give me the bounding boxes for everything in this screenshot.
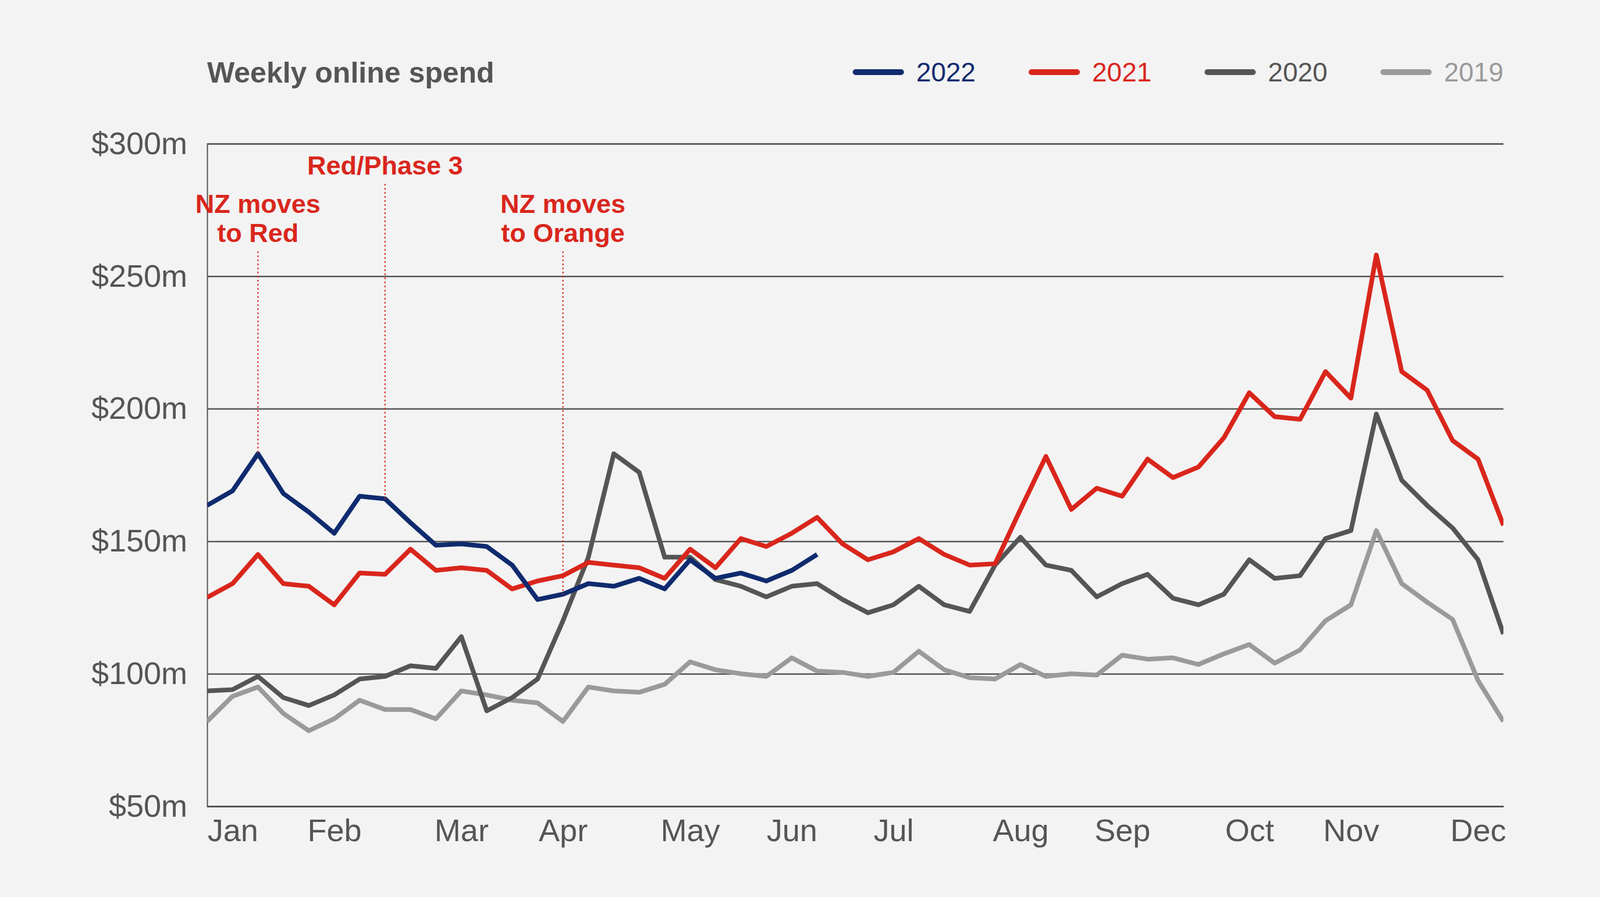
y-tick-label: $150m [91,523,188,558]
x-tick-label: Aug [992,812,1049,848]
annotation-text: to Red [217,218,299,248]
x-tick-label: Feb [307,812,362,848]
y-axis: $50m $100m $150m $200m $250m $300m [91,125,1504,824]
series-line [207,254,1504,605]
y-tick-label: $200m [91,390,188,426]
x-tick-label: Jun [766,812,818,848]
legend-swatch [1031,69,1077,76]
grid-line [207,143,1504,145]
x-tick: Nov [1323,806,1379,848]
x-tick-label: Mar [434,812,489,848]
x-tick-label: Oct [1225,812,1275,848]
y-tick-label: $300m [91,125,188,161]
x-tick-label: Jul [873,812,915,848]
legend-swatch [1207,69,1253,76]
annotations: NZ movesto RedRed/Phase 3NZ movesto Oran… [195,150,626,595]
x-tick: Feb [307,806,362,848]
series-line [207,414,1504,711]
x-tick: Jan [207,806,259,848]
x-axis: Jan Feb Mar Apr May Jun Jul Aug Sep Oct Nov Dec [207,806,1507,848]
x-tick-label: Apr [538,812,588,848]
legend-label: 2021 [1092,57,1152,88]
x-tick-label: May [660,812,721,848]
x-tick: Apr [538,806,588,848]
x-tick-label: Dec [1450,812,1507,848]
legend-label: 2020 [1267,57,1328,88]
legend: 2019 2020 2021 2022 [855,57,1504,88]
legend-label: 2019 [1444,57,1504,88]
annotation-text: Red/Phase 3 [307,150,464,181]
legend-swatch [855,69,902,76]
x-tick: Oct [1225,806,1275,848]
background [0,0,1600,897]
y-tick-label: $250m [91,258,188,294]
annotation-line [562,251,564,595]
legend-label: 2022 [916,57,976,88]
legend-swatch [1383,69,1429,76]
y-tick: $300m [91,125,1504,161]
title: Weekly online spend [207,56,495,90]
annotation-text: NZ moves [500,189,626,219]
y-axis-line [207,144,1504,807]
lines [207,254,1504,731]
x-axis-line [207,805,1504,808]
x-tick: Dec [1450,806,1507,848]
x-tick: Jul [873,806,915,848]
grid-line [207,275,1504,278]
grid-line [207,805,1504,808]
annotation-line [384,183,386,500]
x-tick: Sep [1094,806,1151,848]
y-tick-label: $50m [108,788,188,824]
grid-line [207,408,1504,411]
x-tick-label: Jan [207,812,259,848]
annotation-line [257,251,259,454]
x-tick-label: Nov [1323,812,1379,848]
x-tick: Mar [434,806,489,848]
x-tick: Jun [766,806,818,848]
x-tick: Aug [992,806,1049,848]
x-tick: May [660,806,721,848]
x-tick-label: Sep [1094,812,1151,848]
y-tick: $250m [91,258,1504,294]
y-tick-label: $100m [91,655,188,691]
chart: $50m $100m $150m $200m $250m $300m Jan Feb Mar Ap… [0,0,1600,897]
grid-line [207,541,1504,543]
series-line [207,453,817,600]
annotation-text: NZ moves [195,189,321,219]
annotation-text: to Orange [500,218,625,248]
